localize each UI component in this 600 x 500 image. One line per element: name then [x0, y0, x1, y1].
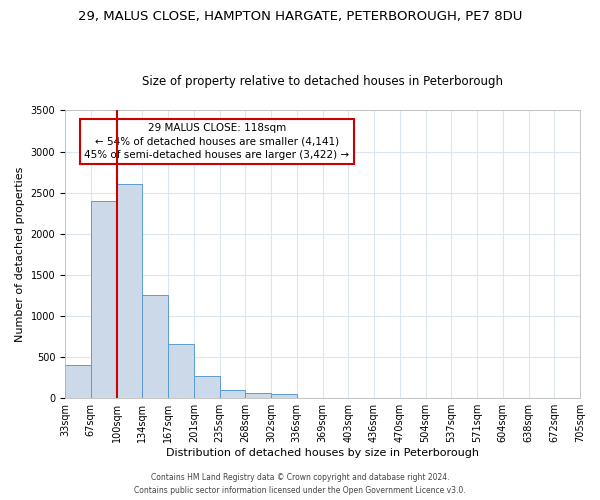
Title: Size of property relative to detached houses in Peterborough: Size of property relative to detached ho…	[142, 76, 503, 88]
Y-axis label: Number of detached properties: Number of detached properties	[15, 166, 25, 342]
Bar	[271, 394, 297, 398]
Text: 29, MALUS CLOSE, HAMPTON HARGATE, PETERBOROUGH, PE7 8DU: 29, MALUS CLOSE, HAMPTON HARGATE, PETERB…	[78, 10, 522, 23]
Bar	[91, 201, 116, 398]
Bar	[142, 295, 168, 398]
Bar	[194, 376, 220, 398]
Text: Contains HM Land Registry data © Crown copyright and database right 2024.
Contai: Contains HM Land Registry data © Crown c…	[134, 474, 466, 495]
X-axis label: Distribution of detached houses by size in Peterborough: Distribution of detached houses by size …	[166, 448, 479, 458]
Bar	[245, 393, 271, 398]
Bar	[65, 365, 91, 398]
Bar	[168, 344, 194, 398]
Bar	[116, 184, 142, 398]
Text: 29 MALUS CLOSE: 118sqm
← 54% of detached houses are smaller (4,141)
45% of semi-: 29 MALUS CLOSE: 118sqm ← 54% of detached…	[85, 124, 350, 160]
Bar	[220, 390, 245, 398]
